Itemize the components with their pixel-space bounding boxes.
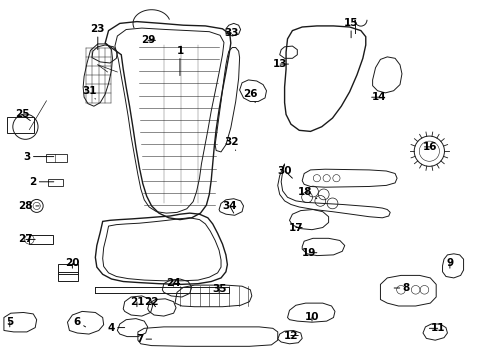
- Text: 28: 28: [19, 201, 39, 211]
- Text: 16: 16: [422, 142, 437, 152]
- Text: 13: 13: [272, 59, 288, 69]
- Text: 10: 10: [304, 312, 319, 322]
- Text: 32: 32: [224, 137, 238, 150]
- Text: 21: 21: [129, 297, 144, 307]
- Text: 18: 18: [298, 186, 316, 199]
- Text: 30: 30: [277, 166, 292, 178]
- Text: 6: 6: [74, 317, 85, 327]
- Text: 26: 26: [243, 89, 258, 103]
- Bar: [48, 179, 62, 186]
- Text: 25: 25: [15, 109, 30, 121]
- Bar: [46, 154, 67, 162]
- Text: 35: 35: [211, 284, 226, 294]
- Text: 14: 14: [371, 92, 386, 102]
- Text: 23: 23: [90, 24, 105, 50]
- Text: 7: 7: [136, 334, 151, 344]
- Bar: [29, 235, 53, 244]
- Bar: [7, 117, 34, 133]
- Text: 33: 33: [224, 28, 238, 38]
- Text: 4: 4: [107, 323, 124, 333]
- Text: 19: 19: [302, 248, 316, 258]
- Text: 31: 31: [82, 86, 97, 99]
- Text: 1: 1: [176, 46, 183, 76]
- Text: 22: 22: [144, 297, 159, 307]
- Text: 17: 17: [288, 222, 303, 233]
- Text: 20: 20: [65, 258, 80, 269]
- Text: 15: 15: [343, 18, 358, 38]
- Text: 2: 2: [29, 177, 54, 187]
- Text: 3: 3: [23, 152, 54, 162]
- Text: 29: 29: [141, 35, 155, 45]
- Text: 8: 8: [393, 283, 409, 293]
- Bar: [58, 272, 78, 281]
- Text: 12: 12: [283, 330, 298, 341]
- Bar: [58, 264, 78, 274]
- Text: 34: 34: [222, 201, 237, 213]
- Text: 24: 24: [166, 278, 181, 288]
- Text: 11: 11: [428, 323, 444, 333]
- Text: 5: 5: [6, 317, 13, 327]
- Text: 9: 9: [446, 258, 452, 269]
- Text: 27: 27: [19, 234, 35, 244]
